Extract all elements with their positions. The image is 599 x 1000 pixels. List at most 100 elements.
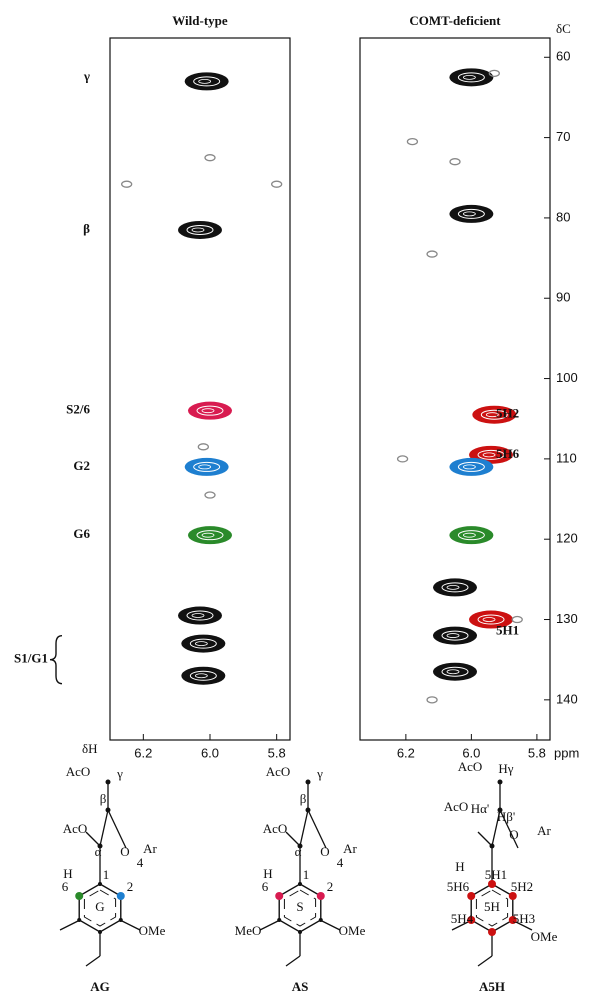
structure-label: AcO: [263, 821, 288, 836]
ring-label: 5H: [484, 899, 500, 914]
structure-label: OMe: [339, 923, 366, 938]
ring-atom: [77, 918, 81, 922]
structure-label: Hβ': [497, 809, 515, 824]
peak-annotation: 5H1: [496, 623, 519, 638]
ring-atom: [277, 918, 281, 922]
peak: [433, 578, 477, 596]
structure-label: 1: [103, 867, 110, 882]
peak: [185, 458, 229, 476]
x-tick-label: 5.8: [528, 745, 546, 760]
structure-label: AcO: [444, 799, 469, 814]
atom: [106, 780, 111, 785]
peak: [427, 251, 437, 257]
structure-label: OMe: [531, 929, 558, 944]
peak: [398, 456, 408, 462]
bond: [478, 956, 492, 966]
ring-atom: [298, 930, 302, 934]
structure-label: Ar: [343, 841, 357, 856]
peak: [433, 627, 477, 645]
ring-atom: [319, 918, 323, 922]
structure-label: O: [120, 844, 129, 859]
ring-atom: [488, 928, 496, 936]
bond: [478, 832, 492, 846]
structure-label: AcO: [66, 764, 91, 779]
structure-label: 6: [62, 879, 69, 894]
peak: [178, 221, 222, 239]
y-tick-label: 120: [556, 531, 578, 546]
structure-label: 6: [262, 879, 269, 894]
structure-label: β: [300, 791, 307, 806]
structure-label: 4: [137, 855, 144, 870]
panel-title: Wild-type: [172, 13, 228, 28]
y-tick-label: 60: [556, 49, 570, 64]
structure-label: Hα': [471, 801, 490, 816]
x-tick-label: 6.0: [201, 745, 219, 760]
structure-label: OMe: [139, 923, 166, 938]
structure-label: MeO: [235, 923, 262, 938]
structure-label: AcO: [266, 764, 291, 779]
structure-label: β: [100, 791, 107, 806]
peak-annotation: S2/6: [66, 402, 90, 417]
structure-label: 4: [337, 855, 344, 870]
structure-label: 1: [303, 867, 310, 882]
structure-name: AS: [292, 979, 309, 994]
structure-label: 5H6: [447, 879, 470, 894]
x-axis-label: ppm: [554, 745, 579, 760]
atom: [498, 780, 503, 785]
ring-atom: [98, 882, 102, 886]
structure-label: α: [95, 844, 102, 859]
peak: [449, 68, 493, 86]
structure-label: γ: [316, 766, 323, 781]
x-tick-label: 6.2: [397, 745, 415, 760]
peak: [433, 663, 477, 681]
structure-label: 2: [327, 879, 334, 894]
ring-atom: [275, 892, 283, 900]
brace: [50, 636, 62, 684]
atom: [490, 844, 495, 849]
x-tick-label: 6.2: [134, 745, 152, 760]
peak: [449, 458, 493, 476]
y-tick-label: 90: [556, 290, 570, 305]
atom: [106, 808, 111, 813]
structure-label: 2: [127, 879, 134, 894]
atom: [306, 808, 311, 813]
ring-label: S: [296, 899, 303, 914]
y-tick-label: 140: [556, 691, 578, 706]
structure-label: 5H2: [511, 879, 533, 894]
structure-label: 5H1: [485, 867, 507, 882]
structure-name: AG: [90, 979, 110, 994]
structure-name: A5H: [479, 979, 505, 994]
peak: [450, 159, 460, 165]
peak: [427, 697, 437, 703]
peak: [205, 155, 215, 161]
ring-atom: [119, 918, 123, 922]
peak: [188, 526, 232, 544]
bond: [86, 956, 100, 966]
y-tick-label: 130: [556, 611, 578, 626]
peak: [272, 181, 282, 187]
bond: [286, 956, 300, 966]
y-axis-label: δC: [556, 21, 571, 36]
peak-annotation: 5H2: [496, 406, 519, 421]
bond: [260, 920, 280, 930]
panel-title: COMT-deficient: [409, 13, 501, 28]
y-tick-label: 80: [556, 209, 570, 224]
ring-atom: [298, 882, 302, 886]
ring-label: G: [95, 899, 104, 914]
ring-atom: [75, 892, 83, 900]
structure-label: 5H4: [451, 911, 474, 926]
peak-annotation: 5H6: [496, 446, 520, 461]
peak: [185, 72, 229, 90]
bond: [60, 920, 80, 930]
peak-annotation: β: [83, 221, 90, 236]
atom: [306, 780, 311, 785]
peak: [205, 492, 215, 498]
structure-label: AcO: [458, 759, 483, 774]
peak-annotation: S1/G1: [14, 651, 48, 666]
peak-annotation: G6: [73, 526, 90, 541]
structure-label: H: [455, 859, 464, 874]
bond: [100, 810, 108, 846]
peak: [181, 667, 225, 685]
peak: [178, 607, 222, 625]
structure-label: O: [509, 827, 518, 842]
